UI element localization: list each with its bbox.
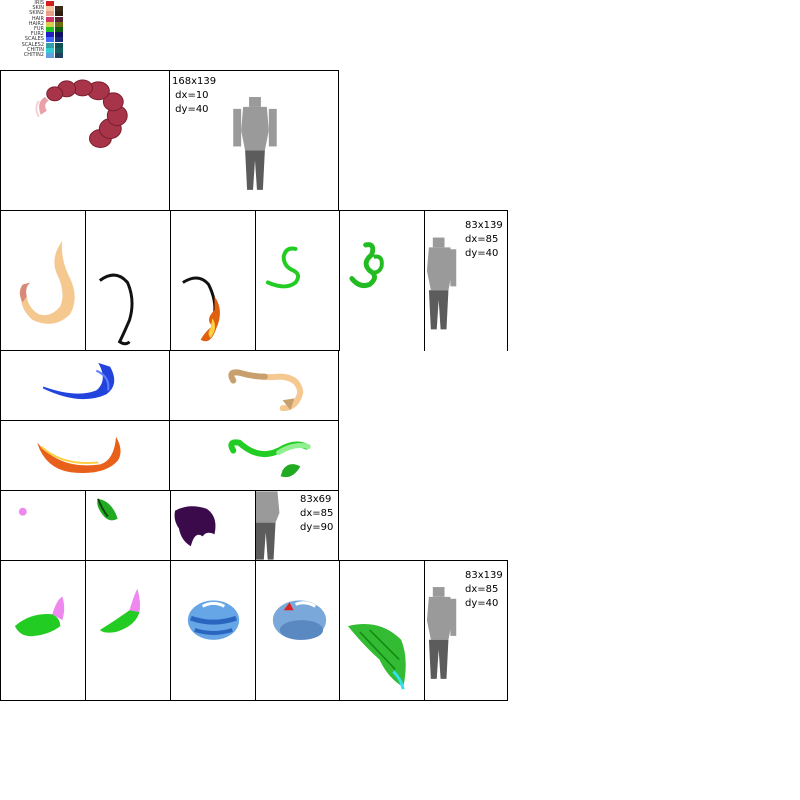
purple-wing-sprite (174, 506, 216, 547)
cell-black-tail[interactable] (85, 210, 171, 351)
legend-row: IRIS (0, 0, 66, 6)
legend-swatch-secondary[interactable] (55, 37, 63, 43)
segmented-tail-sprite (35, 79, 128, 148)
flame-arc-sprite (37, 436, 121, 474)
dimension-label: 83x139 dx=85 dy=40 (465, 220, 503, 259)
blue-orb-red-mark-sprite (272, 600, 327, 640)
legend-swatch-secondary[interactable] (55, 6, 63, 12)
legend-swatch-primary[interactable] (46, 42, 54, 48)
flame-tail-sprite (182, 276, 220, 342)
leaf-sprite (97, 498, 118, 521)
legend-label: SCALES (24, 36, 44, 43)
green-s-tail-sprite (265, 246, 301, 289)
cell-segmented-tail[interactable] (0, 70, 170, 211)
legend-row: CHITIN (0, 46, 66, 53)
legend-swatch-primary[interactable] (46, 53, 54, 58)
body-template-figure (426, 237, 457, 330)
legend-swatch-primary[interactable] (46, 6, 54, 12)
green-fur-tail-sprite (14, 596, 65, 637)
legend-swatch-primary[interactable] (46, 1, 54, 6)
legend-row: SCALES (0, 36, 66, 43)
cell-flame-arc[interactable] (0, 420, 170, 491)
legend-row: FUR2 (0, 31, 66, 38)
legend-label: FUR (33, 26, 44, 32)
cell-tan-tail[interactable] (169, 350, 339, 421)
legend-row: HAIR (0, 15, 66, 22)
legend-swatch-secondary[interactable] (55, 16, 63, 22)
dimension-label: 83x69 dx=85 dy=90 (300, 494, 334, 533)
cell-blue-scale-tail[interactable] (0, 350, 170, 421)
cell-template-b[interactable]: 83x139 dx=85 dy=40 (424, 210, 508, 351)
legend-row: HAIR2 (0, 20, 66, 27)
cell-template-c[interactable]: 83x69 dx=85 dy=90 (255, 490, 339, 561)
cell-green-curly-tail[interactable] (339, 210, 425, 351)
green-leaf-tail-sprite (228, 439, 311, 478)
legend-row: SCALES2 (0, 41, 66, 48)
body-template-figure (426, 587, 457, 679)
blue-scale-tail-sprite (43, 362, 115, 400)
legend-swatch-primary[interactable] (46, 21, 54, 27)
legend-label: FUR2 (30, 31, 44, 38)
cell-flame-tail[interactable] (170, 210, 256, 351)
cell-leaf[interactable] (85, 490, 171, 561)
legend-swatch-primary[interactable] (46, 32, 54, 38)
legend-row: CHITIN2 (0, 52, 66, 58)
legend-label: HAIR (31, 15, 44, 22)
cell-pink-dot[interactable] (0, 490, 86, 561)
blue-orb-striped-sprite (187, 600, 240, 640)
legend-swatch-secondary[interactable] (55, 42, 63, 48)
legend-swatch-secondary[interactable] (55, 32, 63, 38)
legend-swatch-primary[interactable] (46, 27, 54, 32)
lower-body-template-figure (256, 491, 280, 560)
legend-swatch-primary[interactable] (46, 11, 54, 17)
legend-label: SCALES2 (21, 41, 44, 48)
legend-swatch-primary[interactable] (46, 16, 54, 22)
legend-label: SKIN (32, 5, 44, 12)
cell-template-a[interactable]: 168x139 dx=10 dy=40 (169, 70, 339, 211)
cell-purple-wing[interactable] (170, 490, 256, 561)
green-curly-tail-sprite (349, 242, 384, 289)
legend-swatch-secondary[interactable] (55, 47, 63, 53)
cell-green-s-tail[interactable] (255, 210, 341, 351)
legend-row: SKIN (0, 5, 66, 12)
legend-row: FUR (0, 26, 66, 32)
legend-label: SKIN2 (29, 10, 44, 17)
legend-swatch-secondary[interactable] (55, 53, 63, 58)
cell-green-fur-tail-2[interactable] (85, 560, 171, 701)
tan-tail-sprite (228, 369, 304, 412)
legend-swatch-secondary[interactable] (55, 27, 63, 32)
skin-tail-sprite (19, 240, 75, 324)
cell-template-d[interactable]: 83x139 dx=85 dy=40 (424, 560, 508, 701)
green-fur-tail-2-sprite (99, 588, 141, 633)
legend-swatch-primary[interactable] (46, 47, 54, 53)
legend-swatch-secondary[interactable] (55, 1, 63, 6)
dimension-label: 83x139 dx=85 dy=40 (465, 570, 503, 609)
black-tail-sprite (98, 273, 134, 346)
legend-label: IRIS (34, 0, 44, 6)
legend-label: CHITIN2 (23, 52, 44, 58)
pink-dot-sprite (18, 507, 27, 516)
legend-label: CHITIN (27, 46, 44, 53)
cell-green-feather-wing[interactable] (339, 560, 425, 701)
cell-blue-orb-striped[interactable] (170, 560, 256, 701)
legend-swatch-secondary[interactable] (55, 21, 63, 27)
legend-swatch-primary[interactable] (46, 37, 54, 43)
cell-blue-orb-red-mark[interactable] (255, 560, 341, 701)
legend-row: SKIN2 (0, 10, 66, 17)
dimension-label: 168x139 dx=10 dy=40 (172, 76, 217, 115)
cell-green-fur-tail[interactable] (0, 560, 86, 701)
green-feather-wing-sprite (347, 623, 406, 690)
legend-label: HAIR2 (28, 20, 44, 27)
cell-green-leaf-tail[interactable] (169, 420, 339, 491)
body-template-figure (233, 97, 277, 190)
cell-skin-tail[interactable] (0, 210, 86, 351)
legend-swatch-secondary[interactable] (55, 11, 63, 17)
